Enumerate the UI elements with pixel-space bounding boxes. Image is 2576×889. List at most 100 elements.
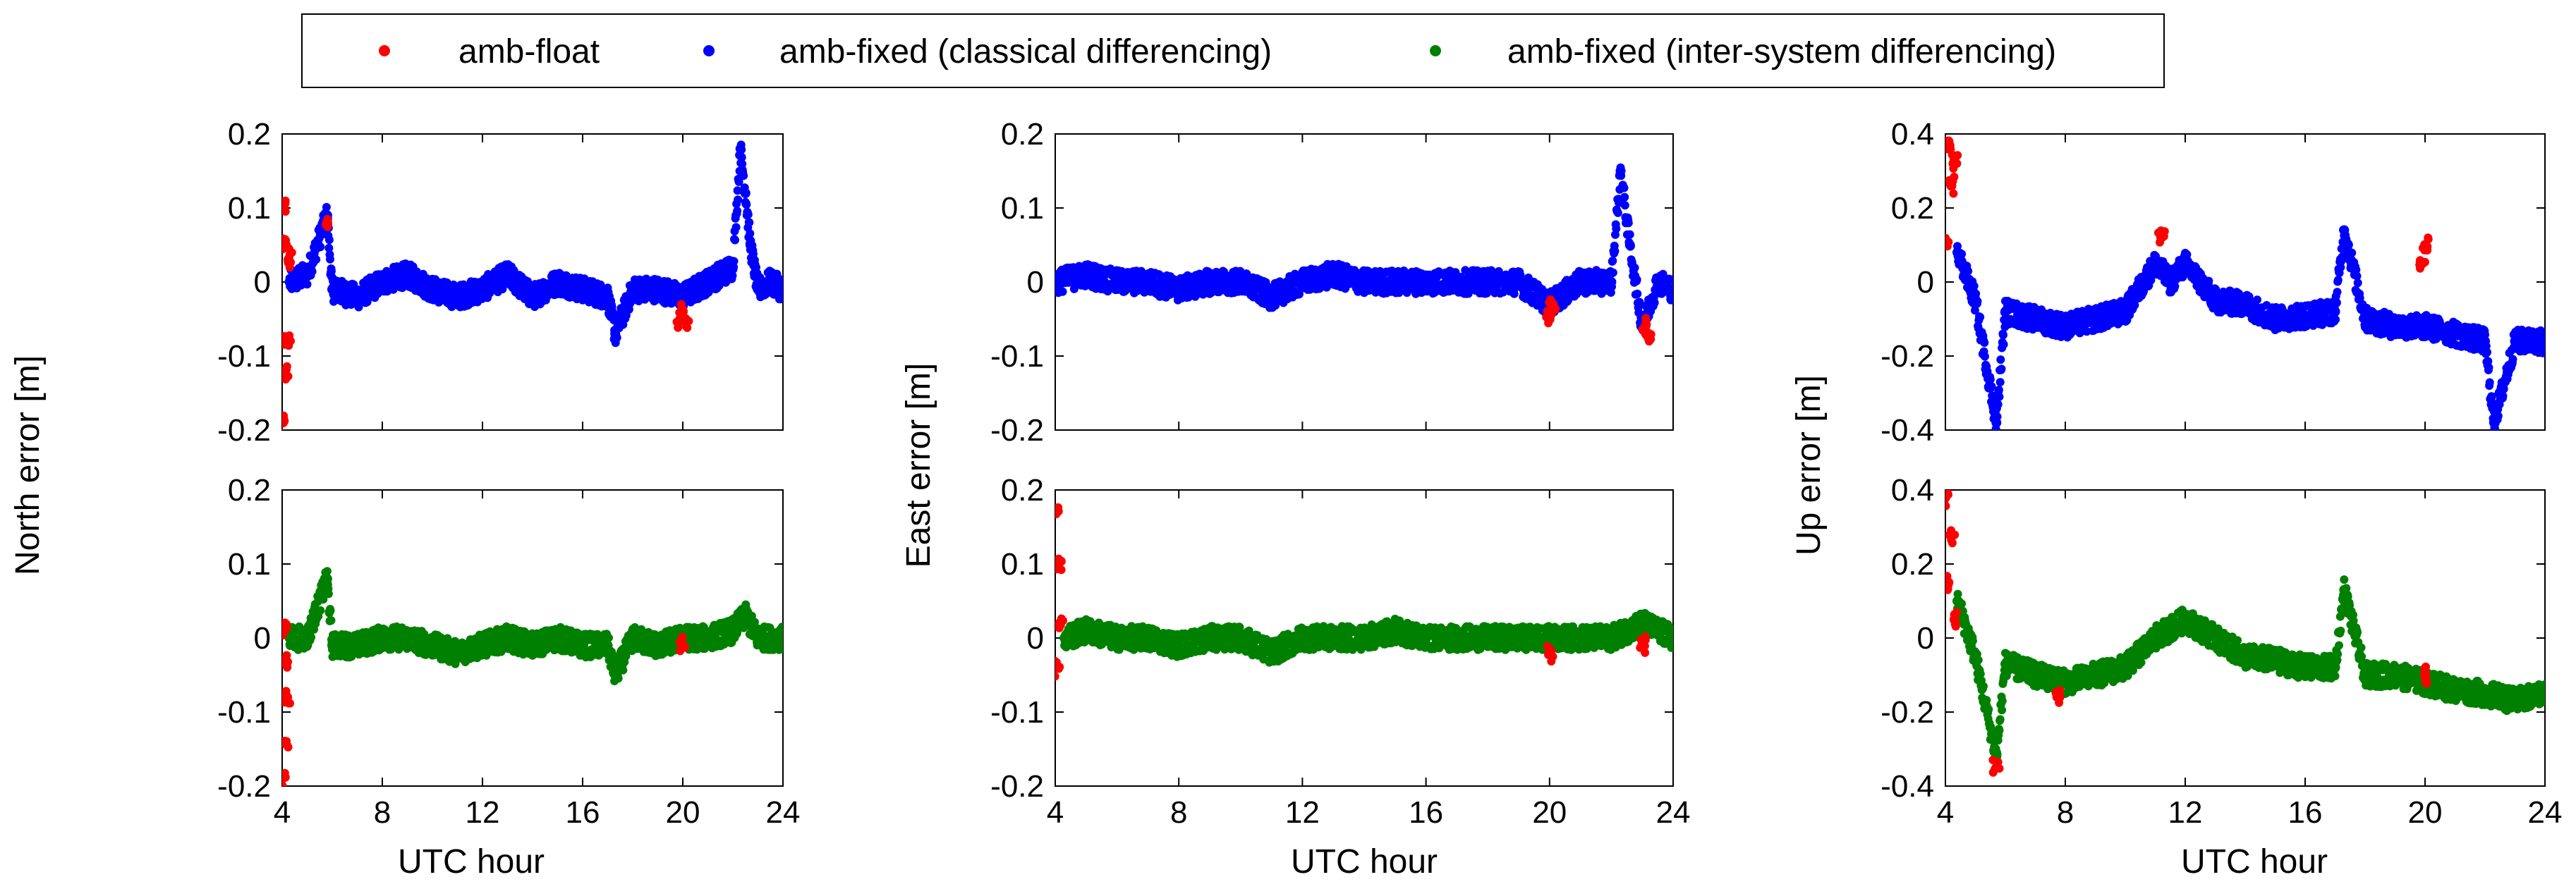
data-point [427,284,437,295]
data-point [777,276,783,285]
data-point [1642,331,1651,340]
chart-panels: -0.2-0.100.10.24 8 12 16 20 24-0.2-0.100.10.2… [217,117,2562,830]
panel-north-top: -0.2-0.100.10.2 [217,117,784,448]
data-point [746,229,755,238]
data-point [578,640,588,651]
panel-east-bottom: 4 8 12 16 20 24-0.2-0.100.10.2 [990,473,1690,830]
data-point [377,277,387,287]
legend-box [301,13,2165,88]
data-point [652,284,663,295]
east-x-axis-title: UTC hour [1291,843,1438,881]
data-point [1205,277,1215,287]
data-point [316,606,325,615]
data-point [282,332,289,341]
data-point [282,698,289,707]
data-point [452,292,463,302]
y-tick-label: -0.2 [217,769,271,804]
y-tick-label: 0.1 [1001,191,1044,226]
data-point [282,737,291,746]
data-point [1632,275,1641,284]
data-point [1390,277,1400,287]
data-point [1421,277,1431,287]
x-tick-label: 24 [766,795,801,830]
data-point [326,606,335,615]
y-tick-label: 0 [254,265,271,300]
data-point [377,633,387,643]
data-point [628,633,638,643]
legend-marker-amb-float [379,45,390,56]
data-point [302,269,312,280]
data-point [1608,268,1617,277]
data-point [621,651,631,661]
data-point [1641,314,1651,323]
data-point [402,633,413,643]
data-point [1143,277,1153,287]
data-point [282,651,291,660]
data-point [1650,298,1659,307]
data-point [1081,269,1091,280]
data-point [282,245,287,254]
data-point [1624,219,1633,228]
data-point [733,207,742,216]
series-amb-fixed-classical-differencing- [1055,163,1673,335]
data-point [324,243,334,252]
data-point [552,277,563,287]
data-point [1514,277,1524,287]
data-point [777,295,783,304]
data-point [528,640,537,651]
y-tick-label: -0.2 [217,413,271,448]
x-tick-label: 4 [274,795,291,830]
data-point [282,199,290,208]
y-tick-label: -0.2 [990,769,1044,804]
legend-label-amb-fixed-inter-system: amb-fixed (inter-system differencing) [1507,33,2056,70]
data-point [282,427,284,430]
series-amb-float [1542,295,1655,346]
x-tick-label: 12 [466,795,500,830]
series-amb-float [282,196,693,430]
data-point [738,159,747,168]
data-point [753,284,763,295]
x-tick-label: 4 [1047,795,1064,830]
data-point [737,153,746,162]
y-tick-label: 0 [1027,621,1044,656]
data-point [1635,298,1644,307]
data-point [628,284,638,295]
data-point [735,144,746,154]
data-point [604,633,613,642]
legend: amb-float amb-fixed (classical differenc… [301,13,2165,88]
legend-marker-amb-fixed-classical [703,45,715,56]
data-point [1615,166,1626,176]
data-point [1668,275,1673,284]
data-point [402,269,413,280]
data-point [1633,289,1642,298]
data-point [679,317,688,326]
data-point [381,625,390,634]
north-x-axis-title: UTC hour [398,843,545,881]
data-point [1483,277,1493,287]
data-point [1667,293,1673,302]
data-point [745,218,754,227]
data-point [282,365,291,374]
x-tick-label: 8 [374,795,391,830]
data-point [1266,292,1277,302]
plot-area [1055,503,1673,681]
data-point [680,643,689,652]
x-tick-label: 16 [566,795,600,830]
legend-marker-amb-fixed-inter-system [1430,45,1441,56]
up-x-axis-title: UTC hour [2181,843,2328,881]
data-point [743,210,753,219]
data-point [322,574,332,584]
data-point [286,336,295,345]
legend-label-amb-float: amb-float [458,33,600,70]
data-point [1606,277,1617,287]
plot-area [1055,163,1673,346]
y-tick-label: 0 [254,621,271,656]
data-point [324,235,334,245]
data-point [284,657,293,666]
data-point [478,284,487,295]
data-point [739,171,748,180]
data-point [742,200,751,209]
y-tick-label: -0.1 [217,339,271,374]
data-point [728,271,737,280]
